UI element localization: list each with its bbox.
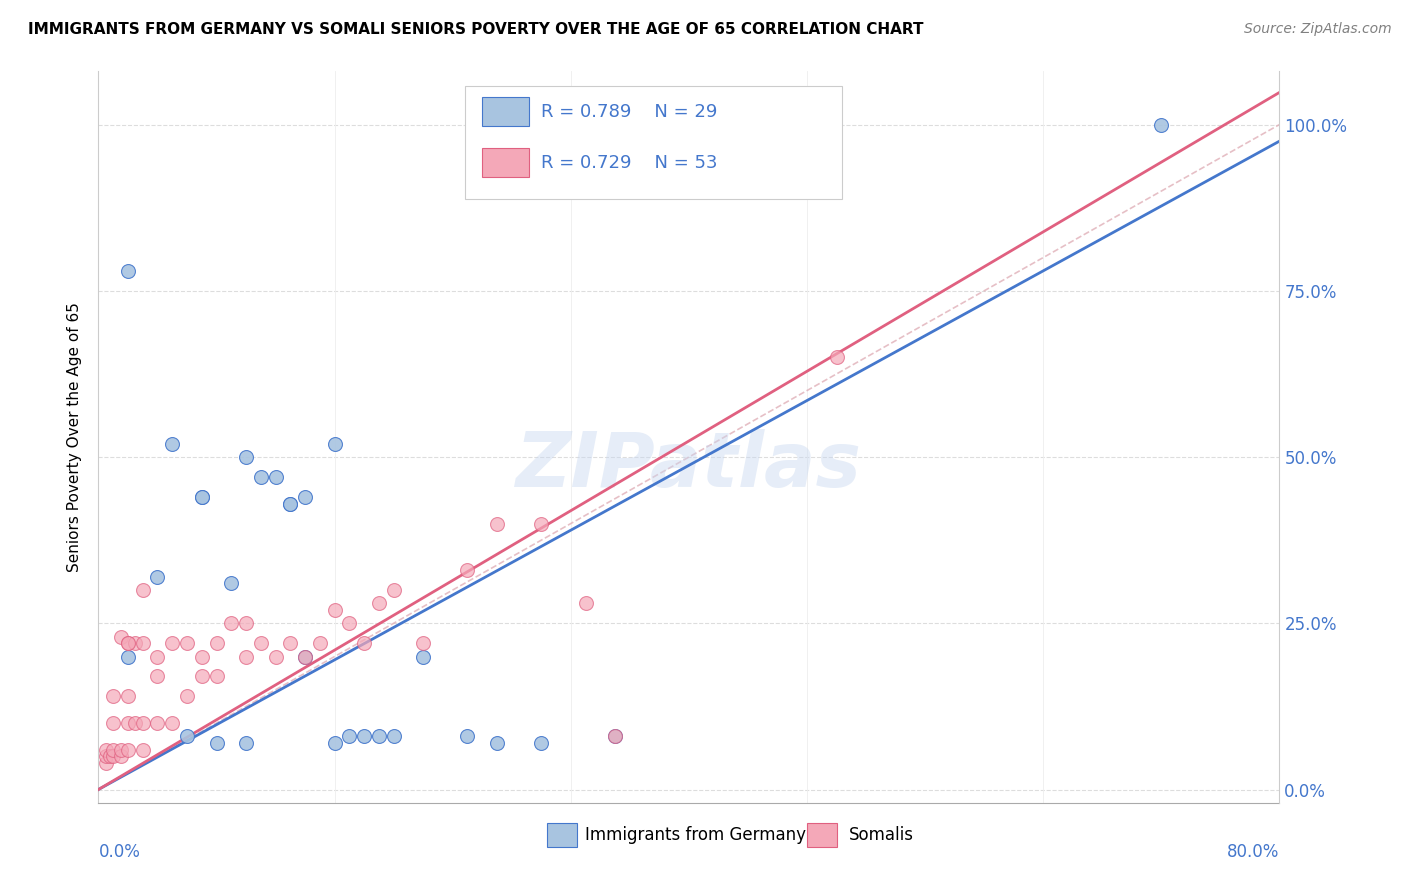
Point bbox=[117, 690, 139, 704]
Point bbox=[530, 516, 553, 531]
Point bbox=[94, 742, 117, 756]
Point bbox=[456, 729, 478, 743]
Point bbox=[132, 742, 155, 756]
Point bbox=[191, 649, 214, 664]
Point bbox=[382, 729, 405, 743]
Point bbox=[278, 636, 302, 650]
Point bbox=[103, 716, 125, 731]
Point bbox=[339, 616, 360, 631]
FancyBboxPatch shape bbox=[464, 86, 842, 200]
Point bbox=[132, 636, 155, 650]
Point bbox=[117, 742, 139, 756]
Point bbox=[235, 736, 257, 750]
Point bbox=[94, 749, 117, 764]
Point bbox=[110, 749, 132, 764]
Point bbox=[368, 596, 391, 610]
Point bbox=[117, 636, 139, 650]
Y-axis label: Seniors Poverty Over the Age of 65: Seniors Poverty Over the Age of 65 bbox=[67, 302, 83, 572]
Point bbox=[124, 636, 146, 650]
Point bbox=[162, 636, 183, 650]
Point bbox=[353, 729, 375, 743]
Text: R = 0.729    N = 53: R = 0.729 N = 53 bbox=[541, 153, 718, 172]
Point bbox=[264, 470, 287, 484]
Point bbox=[368, 729, 391, 743]
Point bbox=[162, 716, 183, 731]
Point bbox=[103, 742, 125, 756]
Point bbox=[235, 649, 257, 664]
Text: Immigrants from Germany: Immigrants from Germany bbox=[585, 826, 806, 844]
Point bbox=[294, 649, 316, 664]
Point bbox=[146, 716, 169, 731]
Bar bbox=[482, 148, 530, 178]
Point bbox=[98, 749, 121, 764]
Point bbox=[124, 716, 146, 731]
Point bbox=[219, 616, 242, 631]
Point bbox=[110, 742, 132, 756]
Bar bbox=[482, 97, 530, 127]
Point bbox=[117, 716, 139, 731]
Bar bbox=[807, 823, 837, 847]
Point bbox=[323, 736, 346, 750]
Point bbox=[278, 497, 302, 511]
Point bbox=[94, 756, 117, 770]
Point bbox=[176, 729, 198, 743]
Text: Somalis: Somalis bbox=[848, 826, 914, 844]
Point bbox=[309, 636, 332, 650]
Point bbox=[191, 490, 214, 504]
Point bbox=[146, 570, 169, 584]
Point bbox=[339, 729, 360, 743]
Point bbox=[205, 636, 228, 650]
Point bbox=[294, 649, 316, 664]
Point bbox=[294, 490, 316, 504]
Point bbox=[278, 497, 302, 511]
Point bbox=[605, 729, 627, 743]
Point bbox=[456, 563, 478, 577]
Point bbox=[146, 669, 169, 683]
Point bbox=[323, 436, 346, 450]
Point bbox=[825, 351, 848, 365]
Point bbox=[412, 649, 434, 664]
Point bbox=[205, 669, 228, 683]
Point bbox=[353, 636, 375, 650]
Point bbox=[250, 636, 273, 650]
Point bbox=[574, 596, 596, 610]
Point bbox=[191, 490, 214, 504]
Point bbox=[146, 649, 169, 664]
Point bbox=[103, 749, 125, 764]
Point bbox=[264, 649, 287, 664]
Point bbox=[132, 582, 155, 597]
Point bbox=[110, 630, 132, 644]
Point bbox=[235, 616, 257, 631]
Point bbox=[605, 729, 627, 743]
Point bbox=[117, 264, 139, 278]
Point bbox=[323, 603, 346, 617]
Point bbox=[486, 516, 509, 531]
Point bbox=[250, 470, 273, 484]
Text: R = 0.789    N = 29: R = 0.789 N = 29 bbox=[541, 103, 717, 120]
Text: 0.0%: 0.0% bbox=[98, 843, 141, 861]
Point bbox=[132, 716, 155, 731]
Text: IMMIGRANTS FROM GERMANY VS SOMALI SENIORS POVERTY OVER THE AGE OF 65 CORRELATION: IMMIGRANTS FROM GERMANY VS SOMALI SENIOR… bbox=[28, 22, 924, 37]
Point bbox=[412, 636, 434, 650]
Point bbox=[205, 736, 228, 750]
Bar bbox=[547, 823, 576, 847]
Point bbox=[176, 690, 198, 704]
Point bbox=[219, 576, 242, 591]
Text: 80.0%: 80.0% bbox=[1227, 843, 1279, 861]
Point bbox=[486, 736, 509, 750]
Point bbox=[1150, 118, 1173, 132]
Point bbox=[117, 649, 139, 664]
Point bbox=[176, 636, 198, 650]
Point bbox=[117, 636, 139, 650]
Point bbox=[162, 436, 183, 450]
Point bbox=[530, 736, 553, 750]
Text: ZIPatlas: ZIPatlas bbox=[516, 429, 862, 503]
Point bbox=[103, 690, 125, 704]
Point bbox=[382, 582, 405, 597]
Point bbox=[191, 669, 214, 683]
Point bbox=[235, 450, 257, 464]
Text: Source: ZipAtlas.com: Source: ZipAtlas.com bbox=[1244, 22, 1392, 37]
